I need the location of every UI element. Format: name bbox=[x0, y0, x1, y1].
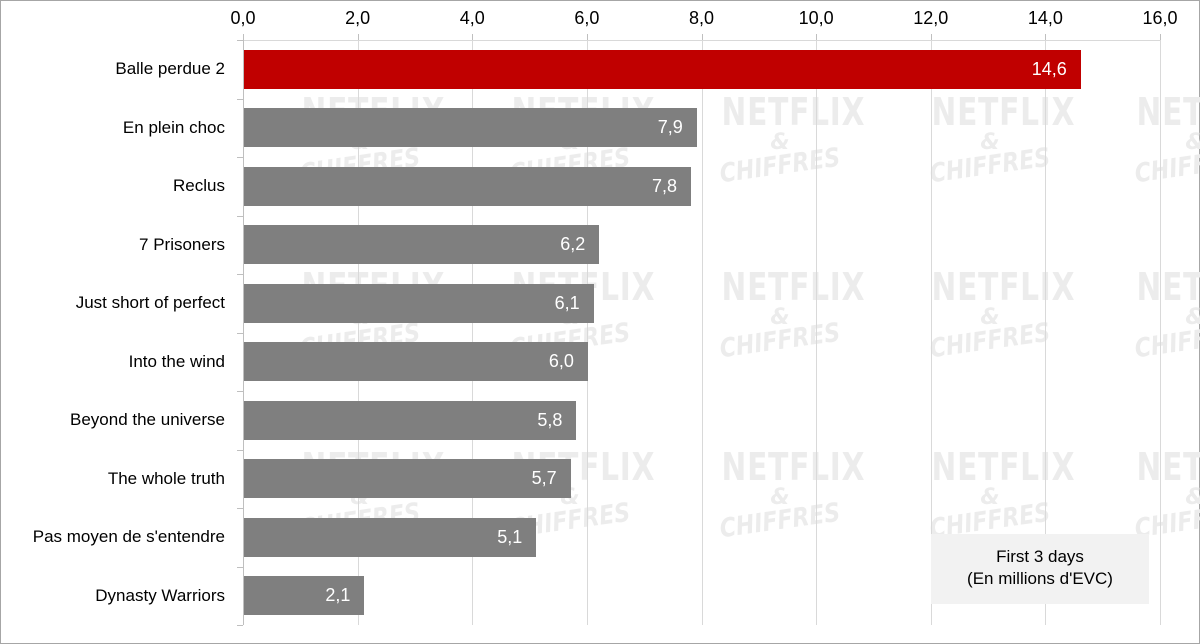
plot-area bbox=[237, 34, 1161, 626]
gridline bbox=[472, 40, 474, 625]
category-label: 7 Prisoners bbox=[139, 234, 225, 254]
x-tick-label: 4,0 bbox=[459, 8, 485, 28]
x-tick bbox=[357, 34, 359, 40]
y-tick bbox=[237, 98, 243, 100]
bar-value-label: 7,9 bbox=[657, 117, 683, 138]
gridline bbox=[586, 40, 588, 625]
bar-value-label: 6,0 bbox=[548, 351, 574, 372]
category-label: Reclus bbox=[173, 176, 225, 196]
x-tick-label: 16,0 bbox=[1142, 8, 1178, 28]
y-tick bbox=[237, 215, 243, 217]
gridline bbox=[357, 40, 359, 625]
y-tick bbox=[237, 391, 243, 392]
annotation-line-1: First 3 days bbox=[996, 547, 1084, 566]
category-label: Into the wind bbox=[128, 351, 225, 371]
bar: 6,1 bbox=[244, 283, 594, 323]
gridline bbox=[1045, 40, 1047, 625]
bar-value-label: 5,8 bbox=[537, 409, 563, 430]
x-tick bbox=[816, 34, 818, 40]
y-tick bbox=[237, 40, 243, 41]
bar-value-label: 5,7 bbox=[531, 468, 557, 489]
bar-value-label: 7,8 bbox=[652, 175, 678, 196]
y-tick bbox=[237, 274, 243, 275]
y-tick bbox=[237, 625, 243, 626]
category-label: En plein choc bbox=[122, 117, 225, 137]
x-tick bbox=[586, 34, 588, 40]
category-label: Beyond the universe bbox=[70, 410, 225, 430]
gridline bbox=[701, 40, 703, 625]
bar: 2,1 bbox=[244, 576, 365, 616]
bar-value-label: 14,6 bbox=[1031, 58, 1067, 79]
y-tick bbox=[237, 508, 243, 509]
x-tick bbox=[243, 34, 244, 40]
y-tick bbox=[237, 157, 243, 158]
x-tick bbox=[472, 34, 474, 40]
bar: 5,7 bbox=[244, 459, 571, 499]
bar: 5,8 bbox=[244, 400, 577, 440]
annotation-box: First 3 days (En millions d'EVC) bbox=[931, 534, 1149, 604]
bar-value-label: 5,1 bbox=[497, 526, 523, 547]
y-axis-line bbox=[243, 40, 244, 625]
category-label: Just short of perfect bbox=[75, 293, 225, 313]
bar-value-label: 2,1 bbox=[325, 585, 351, 606]
x-tick-label: 2,0 bbox=[345, 8, 371, 28]
x-tick bbox=[1045, 34, 1047, 40]
bar: 6,2 bbox=[244, 225, 600, 265]
x-tick-label: 10,0 bbox=[798, 8, 834, 28]
bar: 5,1 bbox=[244, 517, 537, 557]
x-tick-label: 14,0 bbox=[1027, 8, 1063, 28]
gridline bbox=[930, 40, 932, 625]
category-label: Dynasty Warriors bbox=[95, 585, 225, 605]
y-tick bbox=[237, 566, 243, 568]
gridline bbox=[816, 40, 818, 625]
x-tick-label: 6,0 bbox=[574, 8, 600, 28]
y-tick bbox=[237, 449, 243, 451]
x-tick-label: 12,0 bbox=[913, 8, 949, 28]
x-tick-label: 0,0 bbox=[230, 8, 256, 28]
bar: 6,0 bbox=[244, 342, 588, 382]
gridline bbox=[1160, 40, 1161, 625]
bar-value-label: 6,1 bbox=[554, 292, 580, 313]
bar-value-label: 6,2 bbox=[560, 234, 586, 255]
y-tick bbox=[237, 332, 243, 334]
bar-highlight: 14,6 bbox=[244, 49, 1081, 89]
x-tick-label: 8,0 bbox=[688, 8, 715, 28]
x-tick bbox=[1160, 34, 1161, 40]
category-label: Balle perdue 2 bbox=[115, 59, 225, 79]
bar: 7,8 bbox=[244, 166, 692, 206]
category-label: The whole truth bbox=[107, 468, 225, 488]
x-tick bbox=[930, 34, 932, 40]
annotation-line-2: (En millions d'EVC) bbox=[967, 569, 1113, 588]
category-label: Pas moyen de s'entendre bbox=[32, 527, 225, 547]
bar: 7,9 bbox=[244, 108, 697, 148]
x-tick bbox=[701, 34, 703, 40]
